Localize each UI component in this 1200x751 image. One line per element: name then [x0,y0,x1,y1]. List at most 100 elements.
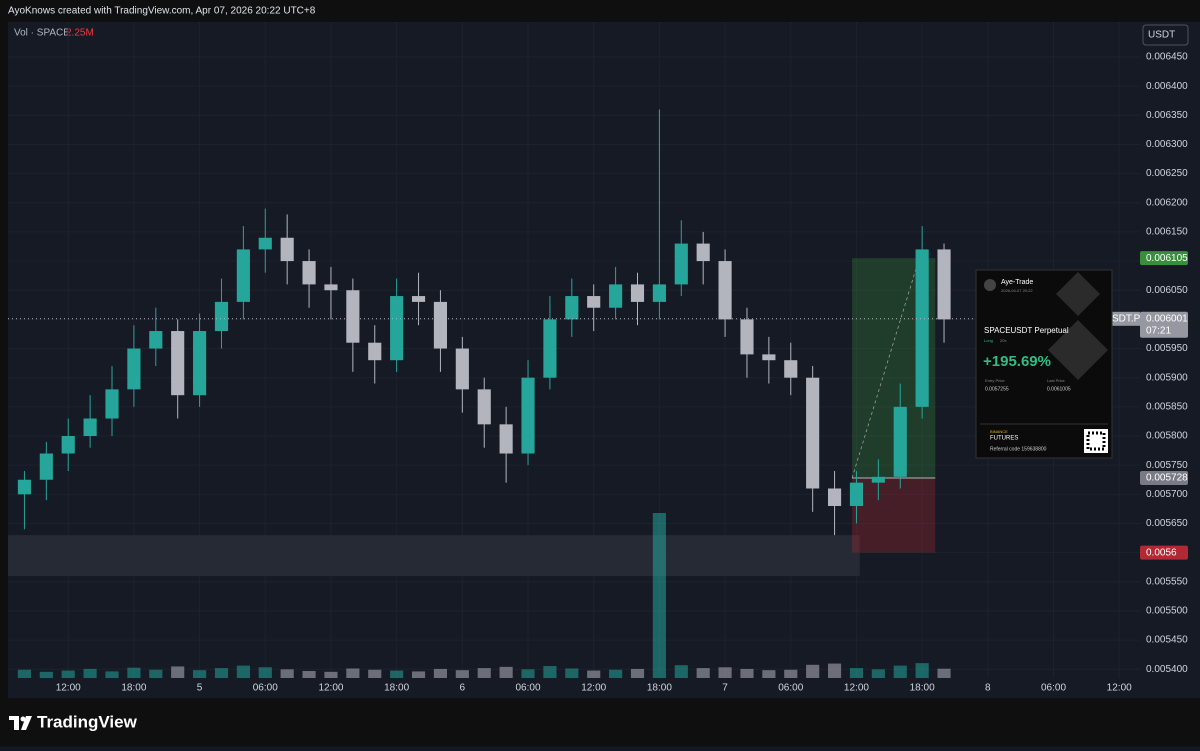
volume-bar [236,665,250,678]
y-tick-label: 0.006300 [1146,139,1188,150]
volume-legend-value: 2.25M [66,28,94,39]
volume-bar [171,666,185,678]
volume-bar [258,667,272,678]
y-tick-label: 0.005500 [1146,606,1188,617]
price-tag-label: 0.0056 [1146,547,1177,558]
x-tick-label: 12:00 [318,683,343,694]
candle-body [411,296,426,302]
candle-body [105,389,119,419]
card-side: Long [984,338,993,343]
volume-bar [630,668,645,678]
volume-bar [302,670,316,678]
candle-body [696,243,710,262]
candle-body [827,488,842,506]
card-referral: Referral code 159638800 [990,446,1047,452]
candle-body [543,319,557,378]
candle-body [83,418,97,437]
candle-body [871,476,885,483]
brand: TradingView [37,712,138,731]
currency-button[interactable] [1142,24,1189,46]
card-entry: 0.0057255 [985,386,1009,392]
card-logo [1048,272,1108,380]
volume-bar [149,669,163,678]
volume-bar [871,669,885,678]
candle-body [324,284,338,291]
candle-body [849,482,864,506]
y-tick-label: 0.006250 [1146,168,1188,179]
card-entry-label: Entry Price [985,378,1005,383]
volume-bar [499,666,513,678]
volume-bar [652,513,666,678]
price-tag-label: 0.005728 [1146,473,1188,484]
trade-path [851,258,920,479]
candle-body [236,249,250,302]
x-tick-label: 5 [197,683,203,694]
x-tick-label: 12:00 [56,683,81,694]
candle-body [368,342,382,361]
candle-body [302,261,316,285]
volume-legend: Vol · SPACE [14,28,70,39]
candle-body [937,249,951,320]
card-leverage: 20x [1000,338,1006,343]
volume-bar [390,670,404,678]
y-tick-label: 0.005900 [1146,372,1188,383]
candle-body [477,389,491,425]
y-tick-label: 0.005750 [1146,460,1188,471]
card-pnl: +195.69% [983,353,1051,370]
volume-bar [609,669,623,678]
qr-pattern [1086,431,1106,451]
candle-body [784,360,798,378]
volume-bar [893,665,907,678]
volume-bar [696,668,710,678]
price-tag-label: 0.006105 [1146,253,1188,264]
y-tick-label: 0.006200 [1146,197,1188,208]
candle-body [39,453,53,480]
chart: 0.0054000.0054500.0055000.0055500.005600… [8,22,1188,694]
x-tick-label: 18:00 [647,683,672,694]
volume-bar [280,669,294,678]
candle-body [740,319,754,355]
volume-bar [433,668,448,678]
volume-bar [674,665,688,678]
volume-bar [477,668,491,678]
x-tick-label: 12:00 [844,683,869,694]
loss-zone [852,477,936,553]
x-tick-label: 18:00 [910,683,935,694]
candle-body [521,377,535,454]
y-tick-label: 0.005850 [1146,401,1188,412]
volume-bar [849,668,864,678]
y-tick-label: 0.005700 [1146,489,1188,500]
y-tick-label: 0.005550 [1146,576,1188,587]
volume-bar [346,668,360,678]
currency[interactable]: USDT [1148,30,1175,41]
card-date: 2026-04-07 20:22 [1001,288,1033,293]
x-tick-label: 8 [985,683,991,694]
candle-body [652,284,666,302]
y-tick-label: 0.005450 [1146,635,1188,646]
volume-bar [455,670,469,678]
candle-body [17,479,31,495]
y-tick-label: 0.006350 [1146,110,1188,121]
volume-bar [324,671,338,678]
card-symbol: SPACEUSDT Perpetual [984,326,1069,335]
avatar [984,279,996,291]
x-tick-label: 06:00 [516,683,541,694]
card-last: 0.0061005 [1047,386,1071,392]
y-tick-label: 0.005950 [1146,343,1188,354]
candle-body [258,237,272,250]
y-tick-label: 0.006050 [1146,285,1188,296]
volume-bar [806,664,820,678]
brand-logo [9,716,32,730]
x-tick-label: 06:00 [778,683,803,694]
volume-bar [39,671,53,678]
card-exchange: BINANCE [990,429,1008,434]
candle-body [193,331,207,396]
volume-bar [784,669,798,678]
price-tag [1140,545,1188,560]
volume-bar [587,670,601,678]
volume-bar [127,667,141,678]
symbol-tag-label: SDT.P [1112,313,1141,324]
volume-bar [193,670,207,678]
